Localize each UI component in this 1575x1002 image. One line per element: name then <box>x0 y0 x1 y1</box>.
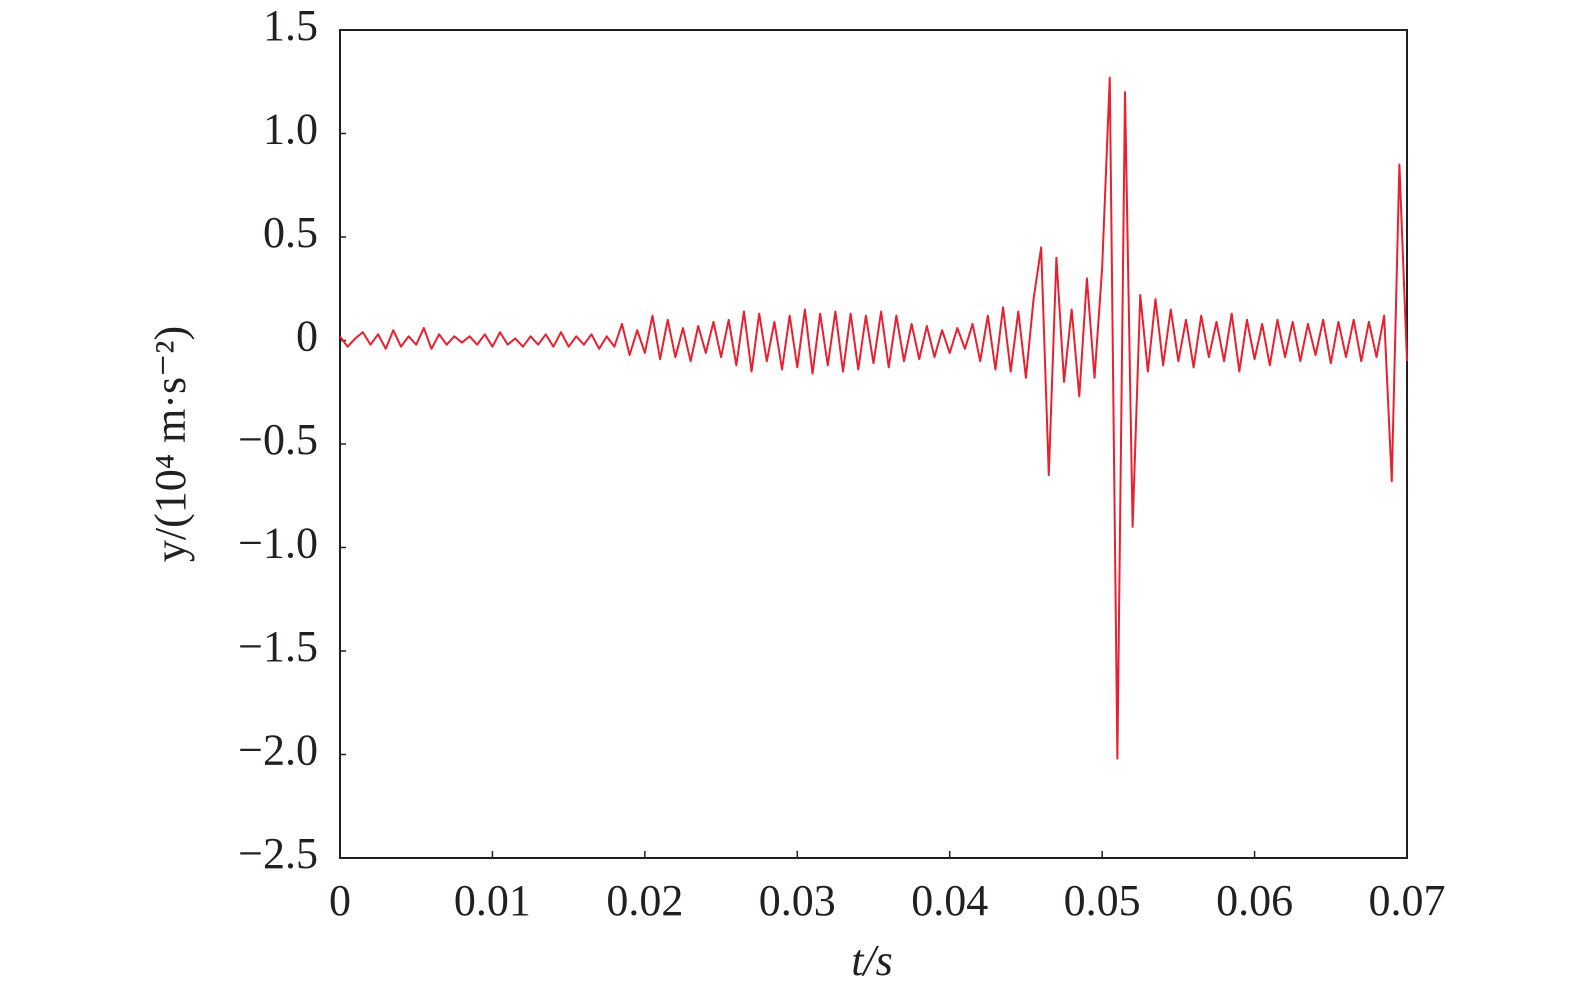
y-tick-label: −0.5 <box>238 415 318 464</box>
y-tick-label: 1.5 <box>263 1 318 50</box>
x-tick-label: 0 <box>329 876 351 925</box>
y-tick-label: −2.0 <box>238 726 318 775</box>
x-tick-label: 0.06 <box>1216 876 1293 925</box>
x-axis-label: t/s <box>851 936 893 985</box>
x-tick-label: 0.05 <box>1064 876 1141 925</box>
x-tick-label: 0.02 <box>606 876 683 925</box>
y-tick-label: 1.0 <box>263 105 318 154</box>
y-axis-label: y/(10⁴ m·s⁻²) <box>146 326 195 562</box>
y-tick-label: 0 <box>296 312 318 361</box>
x-tick-label: 0.01 <box>454 876 531 925</box>
data-line <box>339 76 1408 760</box>
y-tick-label: −1.0 <box>238 519 318 568</box>
plot-frame <box>339 29 1408 859</box>
y-tick-label: −1.5 <box>238 622 318 671</box>
x-tick-label: 0.04 <box>911 876 988 925</box>
y-tick-label: −2.5 <box>238 829 318 878</box>
y-tick-label: 0.5 <box>263 208 318 257</box>
x-tick-label: 0.03 <box>759 876 836 925</box>
x-tick-label: 0.07 <box>1369 876 1446 925</box>
